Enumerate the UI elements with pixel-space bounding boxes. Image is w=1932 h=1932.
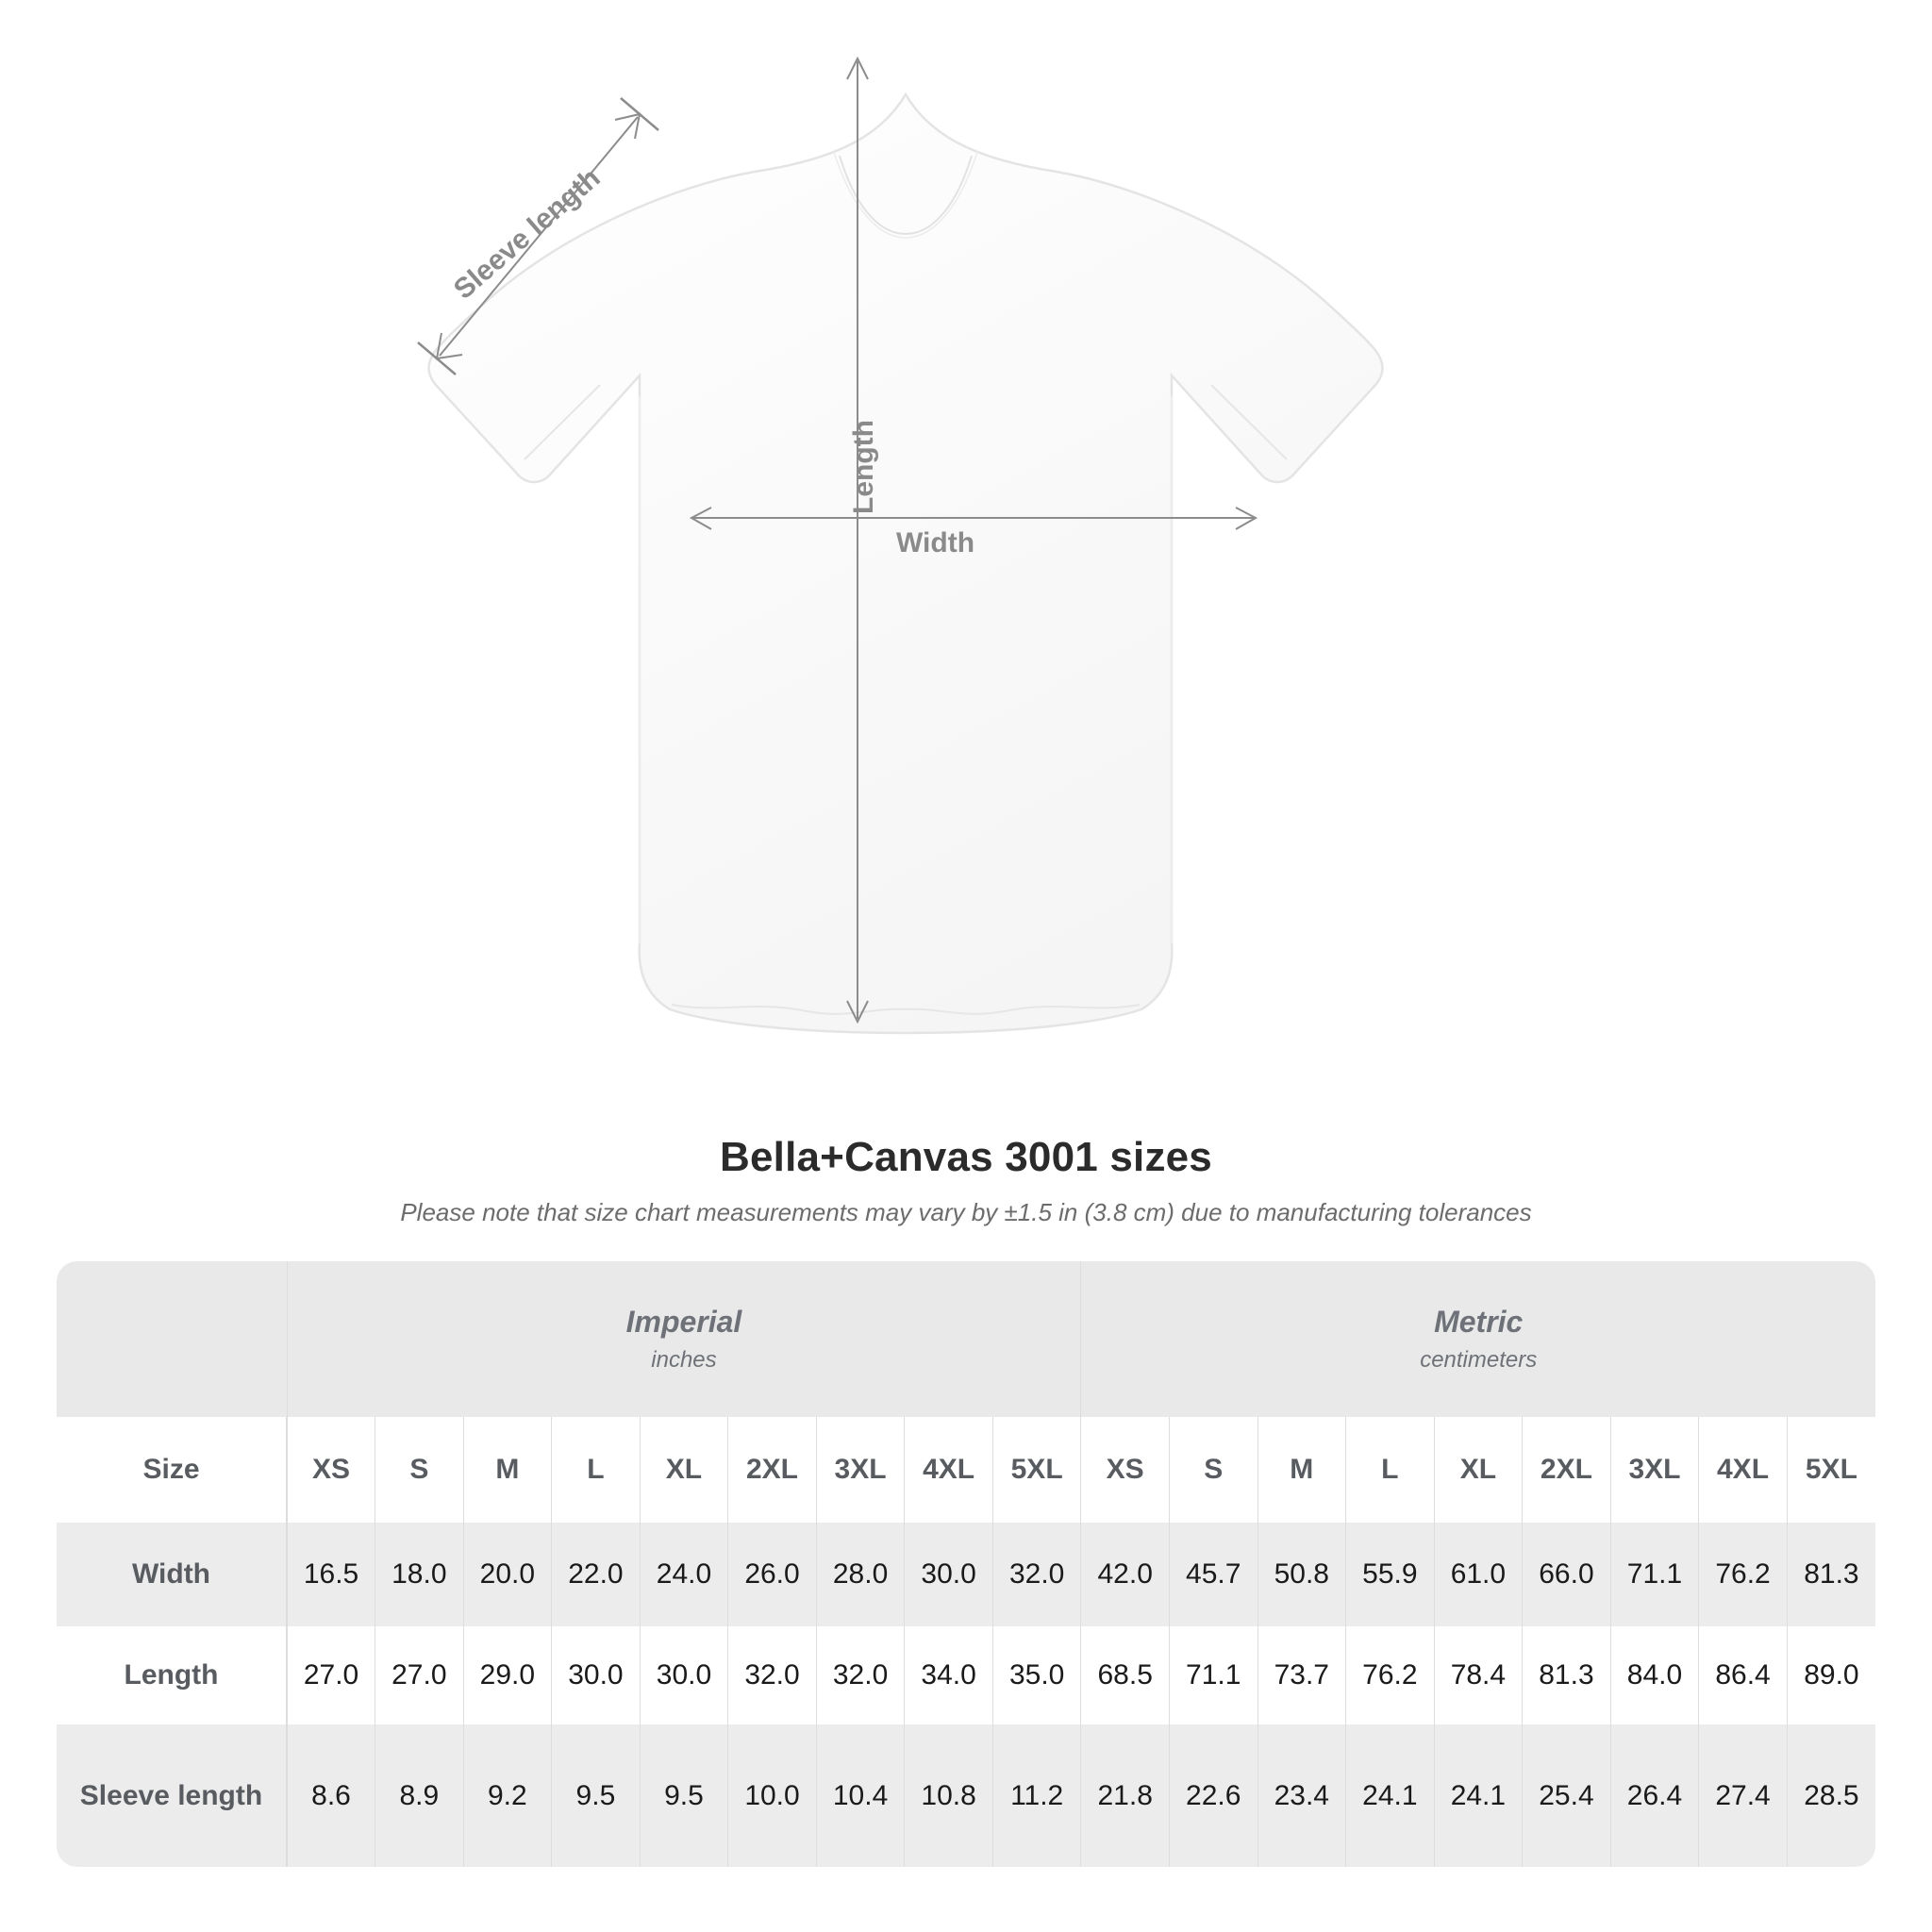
svg-text:Width: Width: [896, 527, 974, 558]
svg-text:Length: Length: [848, 420, 879, 514]
